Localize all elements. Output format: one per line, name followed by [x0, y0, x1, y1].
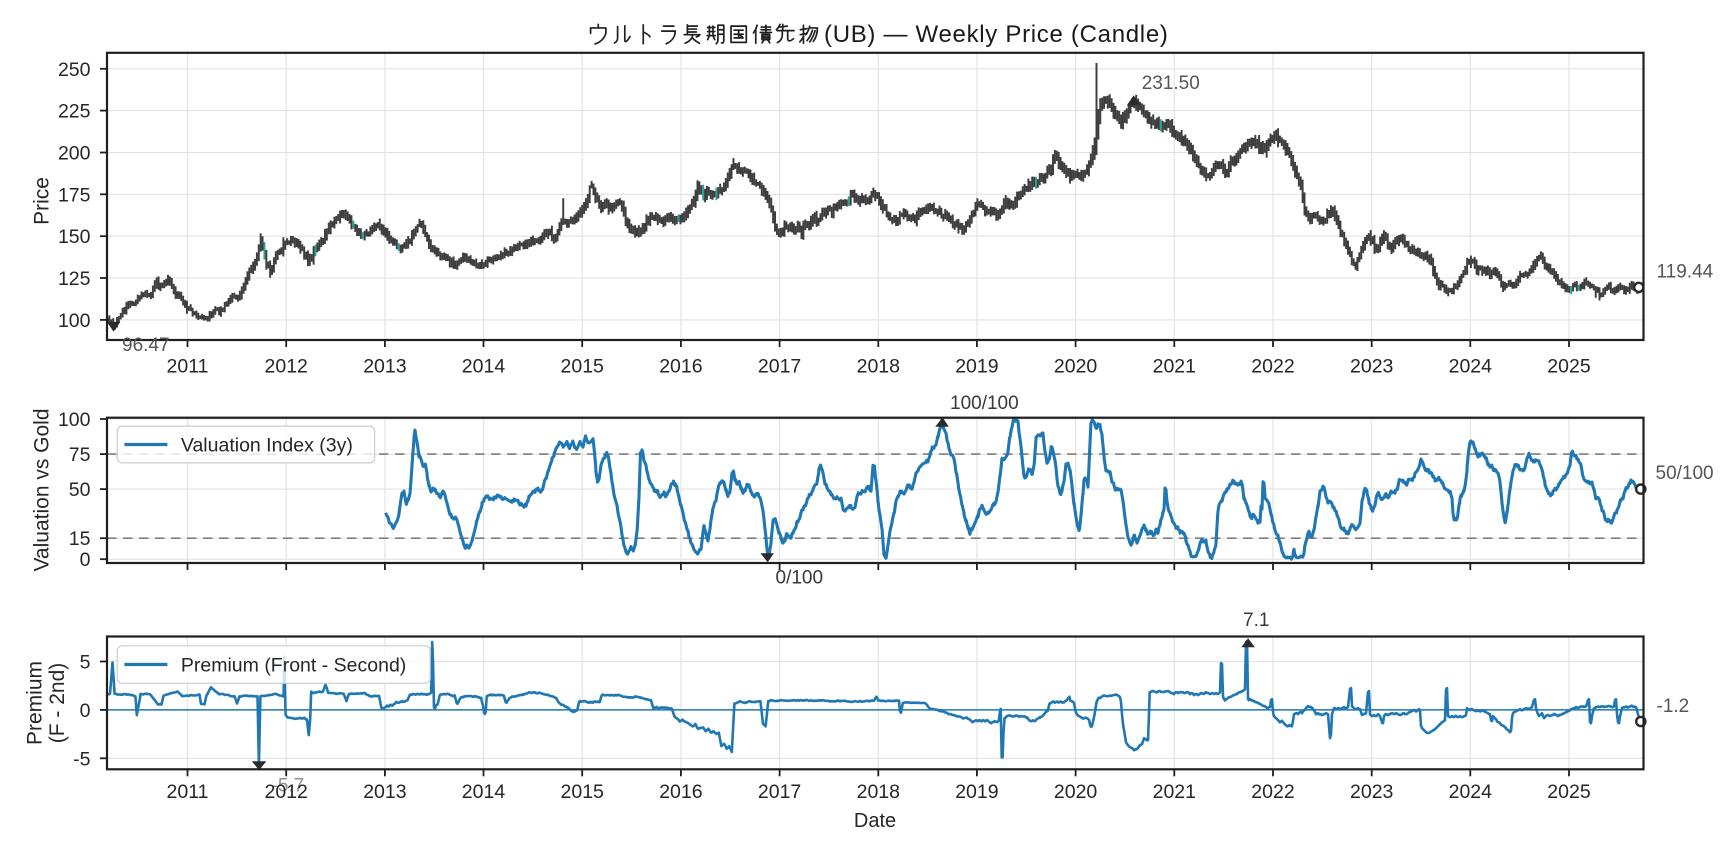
svg-text:2014: 2014 [462, 356, 506, 378]
svg-text:2012: 2012 [265, 356, 308, 378]
svg-text:Premium (Front - Second): Premium (Front - Second) [181, 655, 406, 677]
svg-text:250: 250 [58, 59, 91, 81]
svg-text:75: 75 [69, 444, 91, 466]
svg-text:-1.2: -1.2 [1657, 696, 1690, 717]
svg-text:2019: 2019 [955, 356, 998, 378]
svg-text:Price: Price [31, 177, 54, 225]
svg-text:2013: 2013 [363, 781, 406, 803]
svg-text:100: 100 [58, 310, 91, 332]
svg-text:-5: -5 [73, 748, 90, 770]
svg-text:2012: 2012 [265, 781, 308, 803]
svg-text:2016: 2016 [659, 781, 702, 803]
svg-text:-5.7: -5.7 [272, 776, 305, 797]
svg-text:2021: 2021 [1153, 356, 1196, 378]
svg-text:50/100: 50/100 [1656, 463, 1714, 484]
svg-text:2021: 2021 [1153, 781, 1196, 803]
svg-text:2020: 2020 [1054, 781, 1098, 803]
svg-text:2025: 2025 [1547, 781, 1591, 803]
svg-text:2017: 2017 [758, 356, 801, 378]
svg-text:150: 150 [58, 226, 91, 248]
svg-text:2018: 2018 [857, 356, 900, 378]
svg-text:119.44: 119.44 [1657, 262, 1714, 283]
svg-text:175: 175 [58, 184, 91, 206]
svg-text:2011: 2011 [167, 356, 209, 378]
svg-text:2011: 2011 [167, 781, 209, 803]
svg-text:2014: 2014 [462, 781, 506, 803]
svg-text:200: 200 [58, 143, 91, 165]
svg-text:2016: 2016 [659, 356, 702, 378]
svg-text:Valuation vs Gold: Valuation vs Gold [31, 408, 54, 571]
svg-text:Date: Date [854, 810, 896, 832]
svg-text:5: 5 [80, 652, 91, 674]
svg-text:2020: 2020 [1054, 356, 1098, 378]
svg-text:2013: 2013 [363, 356, 406, 378]
svg-text:2018: 2018 [857, 781, 900, 803]
svg-text:2024: 2024 [1449, 356, 1493, 378]
svg-text:2015: 2015 [561, 781, 605, 803]
svg-text:2022: 2022 [1251, 356, 1294, 378]
svg-text:Premium: Premium [24, 661, 47, 745]
svg-text:(F - 2nd): (F - 2nd) [46, 663, 69, 744]
svg-text:15: 15 [69, 528, 91, 550]
svg-text:100/100: 100/100 [950, 393, 1019, 414]
svg-text:2025: 2025 [1547, 356, 1591, 378]
svg-text:2015: 2015 [561, 356, 605, 378]
svg-text:2019: 2019 [955, 781, 998, 803]
svg-text:50: 50 [69, 479, 91, 501]
svg-text:2022: 2022 [1251, 781, 1294, 803]
svg-text:231.50: 231.50 [1142, 73, 1200, 94]
svg-text:2023: 2023 [1350, 781, 1393, 803]
svg-text:0/100: 0/100 [776, 568, 824, 589]
svg-text:2017: 2017 [758, 781, 801, 803]
svg-text:100: 100 [58, 409, 91, 431]
svg-text:(UB) — Weekly Price (Candle): (UB) — Weekly Price (Candle) [824, 21, 1169, 48]
svg-text:2024: 2024 [1449, 781, 1493, 803]
svg-text:2023: 2023 [1350, 356, 1393, 378]
svg-text:Valuation Index (3y): Valuation Index (3y) [181, 435, 353, 457]
svg-text:0: 0 [80, 549, 91, 571]
svg-text:96.47: 96.47 [122, 335, 170, 356]
svg-text:0: 0 [80, 700, 91, 722]
svg-text:7.1: 7.1 [1243, 610, 1269, 631]
svg-text:125: 125 [58, 268, 91, 290]
svg-text:225: 225 [58, 101, 91, 123]
